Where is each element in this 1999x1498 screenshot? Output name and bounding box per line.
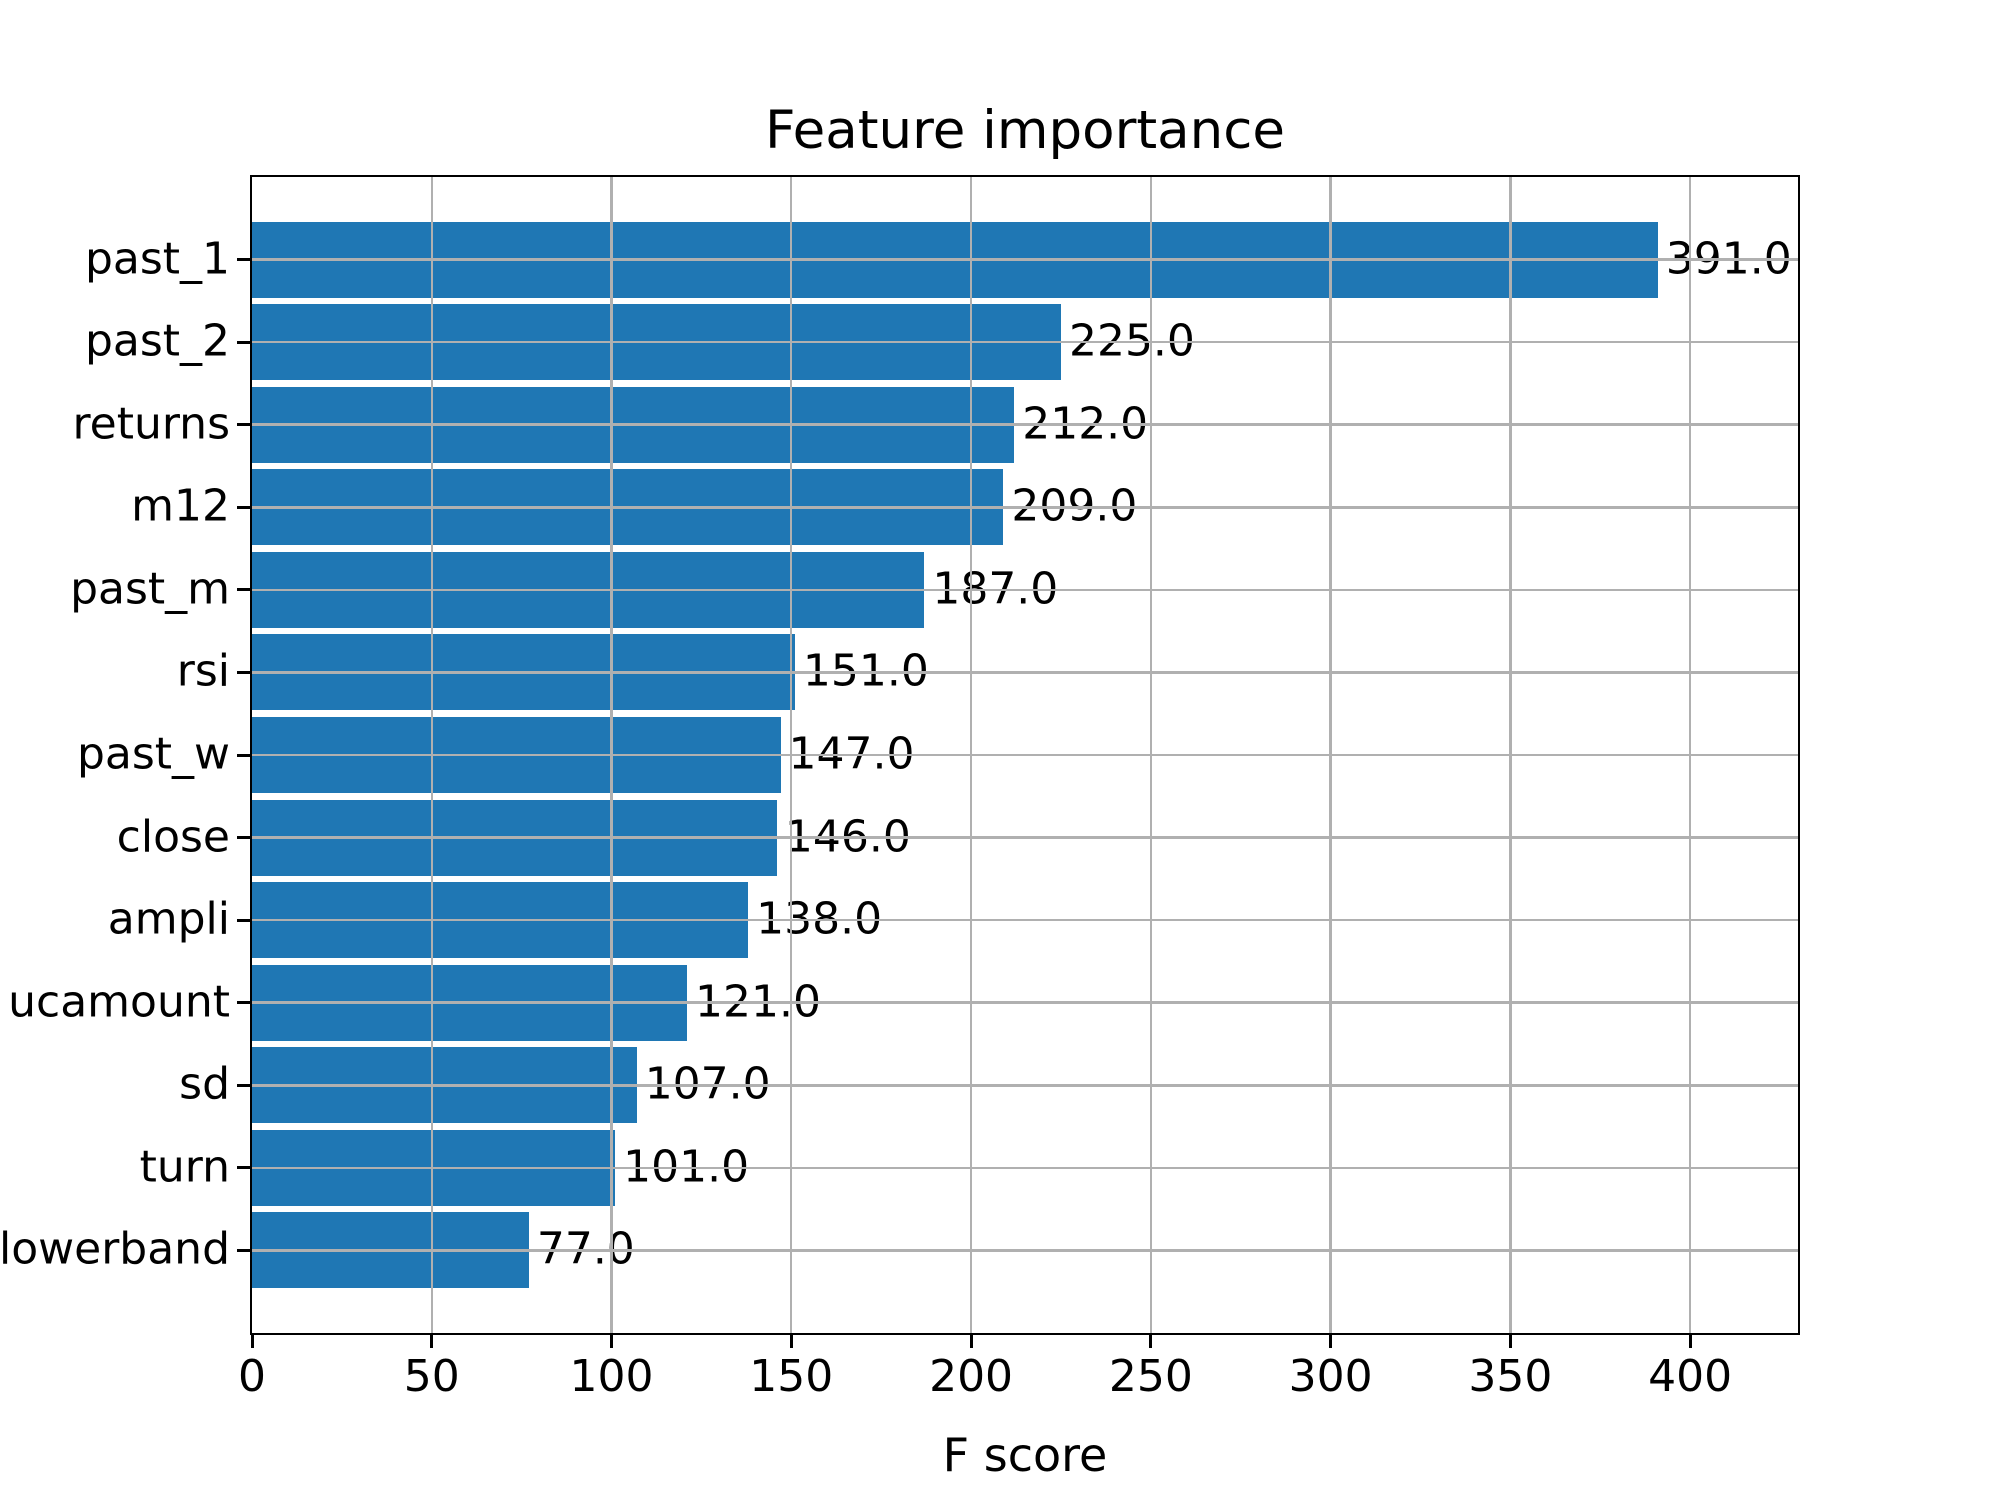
y-tick — [237, 423, 250, 427]
horizontal-gridline — [252, 836, 1798, 839]
y-tick — [237, 918, 250, 922]
x-tick-label: 100 — [569, 1351, 654, 1402]
x-tick — [1688, 1335, 1692, 1348]
y-tick-label-m12: m12 — [131, 480, 230, 532]
horizontal-gridline — [252, 671, 1798, 674]
x-tick — [1508, 1335, 1512, 1348]
y-tick — [237, 588, 250, 592]
x-tick — [1149, 1335, 1153, 1348]
x-axis-label: F score — [942, 1428, 1108, 1482]
horizontal-gridline — [252, 753, 1798, 757]
horizontal-gridline — [252, 340, 1798, 344]
x-tick — [969, 1335, 973, 1348]
y-tick — [237, 1248, 250, 1252]
horizontal-gridline — [252, 505, 1798, 509]
y-tick — [237, 753, 250, 757]
y-tick-label-past_1: past_1 — [84, 233, 230, 285]
x-tick — [1329, 1335, 1333, 1348]
x-tick-label: 150 — [749, 1351, 834, 1402]
y-tick-label-rsi: rsi — [176, 646, 230, 698]
y-tick-label-lowerband: lowerband — [0, 1224, 230, 1276]
y-tick — [237, 670, 250, 674]
y-tick — [237, 836, 250, 840]
y-tick-label-past_m: past_m — [70, 563, 230, 615]
x-tick — [610, 1335, 614, 1348]
y-tick-label-returns: returns — [72, 398, 230, 450]
x-tick-label: 250 — [1108, 1351, 1193, 1402]
horizontal-gridline — [252, 1166, 1798, 1170]
chart-title: Feature importance — [765, 100, 1285, 161]
x-tick-label: 400 — [1648, 1351, 1733, 1402]
y-tick — [237, 1166, 250, 1170]
y-tick — [237, 1083, 250, 1087]
y-tick — [237, 1001, 250, 1005]
y-tick — [237, 340, 250, 344]
y-tick-label-turn: turn — [139, 1141, 230, 1193]
x-tick-label: 50 — [403, 1351, 460, 1402]
x-tick-label: 300 — [1288, 1351, 1373, 1402]
y-tick-label-past_w: past_w — [76, 728, 230, 780]
y-tick-label-ampli: ampli — [107, 893, 230, 945]
x-tick — [430, 1335, 434, 1348]
horizontal-gridline — [252, 423, 1798, 426]
horizontal-gridline — [252, 1249, 1798, 1252]
y-tick-label-close: close — [116, 811, 230, 863]
y-tick — [237, 505, 250, 509]
x-tick-label: 0 — [238, 1351, 266, 1402]
horizontal-gridline — [252, 1083, 1798, 1087]
y-tick-label-past_2: past_2 — [84, 315, 230, 367]
x-tick-label: 350 — [1468, 1351, 1553, 1402]
x-tick-label: 200 — [929, 1351, 1014, 1402]
y-tick — [237, 258, 250, 262]
x-tick — [250, 1335, 254, 1348]
horizontal-gridline — [252, 918, 1798, 922]
y-tick-label-sd: sd — [179, 1058, 230, 1110]
plot-area — [252, 177, 1798, 1333]
horizontal-gridline — [252, 1001, 1798, 1004]
horizontal-gridline — [252, 258, 1798, 261]
horizontal-gridline — [252, 588, 1798, 592]
x-tick — [789, 1335, 793, 1348]
y-tick-label-ucamount: ucamount — [8, 976, 230, 1028]
